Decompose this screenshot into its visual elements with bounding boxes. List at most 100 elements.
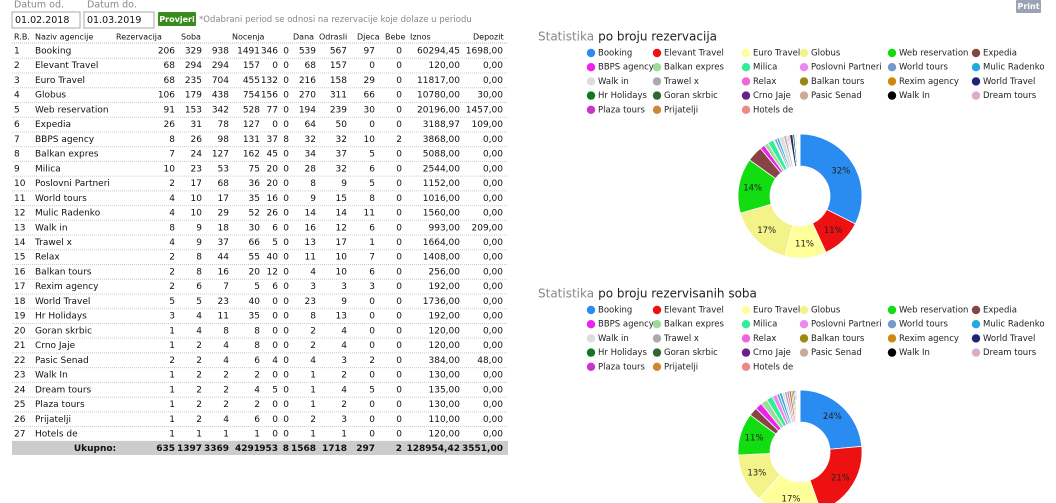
legend-label: Walk In: [899, 91, 930, 101]
cell: 64: [305, 120, 317, 130]
legend-label: World tours: [899, 320, 948, 330]
cell: 0: [283, 371, 289, 381]
cell: 31: [191, 120, 202, 130]
cell: 6: [369, 223, 375, 233]
cell: 130,00: [429, 371, 461, 381]
cell: 53: [218, 164, 229, 174]
cell: 0: [283, 312, 289, 322]
from-value[interactable]: 01.02.2018: [15, 15, 69, 26]
cell: 294: [212, 61, 229, 71]
agency-name: Goran skrbic: [35, 326, 92, 336]
cell: 11: [364, 209, 375, 219]
cell: 0: [283, 120, 289, 130]
total-cell: 2: [396, 444, 402, 454]
cell: 0: [283, 150, 289, 160]
cell: 270: [299, 91, 316, 101]
legend-label: Plaza tours: [598, 105, 645, 115]
cell: 0: [283, 238, 289, 248]
legend-swatch: [971, 305, 981, 315]
cell: 1152,00: [423, 179, 460, 189]
cell: 0: [283, 400, 289, 410]
cell: 0: [283, 429, 289, 439]
cell: 0: [369, 341, 375, 351]
print-button[interactable]: [1016, 0, 1041, 13]
cell: 4: [341, 326, 347, 336]
legend-label: Crno Jaje: [753, 348, 791, 358]
row-number: 25: [14, 400, 25, 410]
check-button[interactable]: [158, 12, 196, 26]
chart-title-prefix: Statistika: [538, 30, 594, 44]
cell: 34: [305, 150, 317, 160]
row-number: 5: [14, 105, 20, 115]
cell: 17: [336, 238, 347, 248]
cell: 66: [364, 91, 376, 101]
legend-label: Web reservation: [899, 306, 968, 316]
to-input[interactable]: [83, 11, 155, 29]
cell: 4: [223, 341, 229, 351]
legend-label: Hotels de: [753, 362, 793, 372]
legend-label: World Travel: [983, 334, 1035, 344]
column-header: Dana: [293, 33, 314, 42]
cell: 11817,00: [417, 76, 460, 86]
check-button-label[interactable]: Provjeri: [159, 15, 195, 24]
cell: 4: [310, 356, 316, 366]
cell: 0: [396, 267, 402, 277]
legend-swatch: [741, 105, 751, 115]
legend-swatch: [887, 334, 897, 343]
legend-label: Pasic Senad: [811, 91, 862, 101]
chart-title-prefix: Statistika: [538, 287, 594, 301]
legend-swatch: [887, 91, 897, 100]
cell: 8: [196, 253, 202, 263]
to-value[interactable]: 01.03.2019: [87, 15, 141, 26]
cell: 9: [196, 223, 202, 233]
row-number: 2: [14, 61, 20, 71]
cell: 11: [218, 312, 229, 322]
cell: 0: [396, 385, 402, 395]
cell: 68: [218, 179, 230, 189]
cell: 130,00: [429, 400, 461, 410]
from-input[interactable]: [11, 11, 81, 29]
column-header: Iznos: [410, 33, 431, 42]
cell: 1: [169, 385, 175, 395]
cell: 48,00: [477, 356, 503, 366]
cell: 0,00: [483, 179, 503, 189]
row-number: 24: [14, 385, 26, 395]
cell: 29: [364, 76, 376, 86]
cell: 162: [243, 150, 260, 160]
legend-label: Trawel x: [663, 77, 699, 87]
legend-label: Hotels de: [753, 105, 793, 115]
row-number: 3: [14, 76, 20, 86]
column-header: Depozit: [473, 33, 504, 42]
legend-label: BBPS agency: [598, 320, 654, 330]
slice-label: 24%: [823, 412, 842, 422]
legend-label: Euro Travel: [753, 49, 800, 59]
cell: 0: [369, 415, 375, 425]
cell: 0: [272, 371, 278, 381]
print-button-label[interactable]: Print: [1017, 2, 1039, 11]
legend-swatch: [971, 334, 981, 343]
cell: 24: [191, 150, 203, 160]
legend-swatch: [652, 348, 662, 357]
legend-label: Balkan expres: [664, 320, 725, 330]
agency-name: Walk in: [35, 223, 68, 233]
legend-label: Crno Jaje: [753, 91, 791, 101]
row-number: 9: [14, 164, 20, 174]
cell: 0,00: [483, 326, 503, 336]
cell: 1: [310, 385, 316, 395]
agency-name: BBPS agency: [35, 135, 95, 145]
to-label: Datum do.: [87, 0, 137, 11]
cell: 17: [191, 179, 202, 189]
legend-swatch: [741, 305, 751, 315]
legend-label: Mulic Radenko: [983, 63, 1045, 73]
cell: 10: [164, 164, 176, 174]
cell: 2: [310, 341, 316, 351]
cell: 5: [196, 297, 202, 307]
agency-name: Euro Travel: [35, 76, 85, 86]
legend-swatch: [741, 320, 751, 329]
cell: 1664,00: [423, 238, 460, 248]
agency-name: Relax: [35, 253, 60, 263]
cell: 194: [299, 105, 316, 115]
agency-name: Pasic Senad: [35, 356, 89, 366]
row-number: 23: [14, 371, 25, 381]
